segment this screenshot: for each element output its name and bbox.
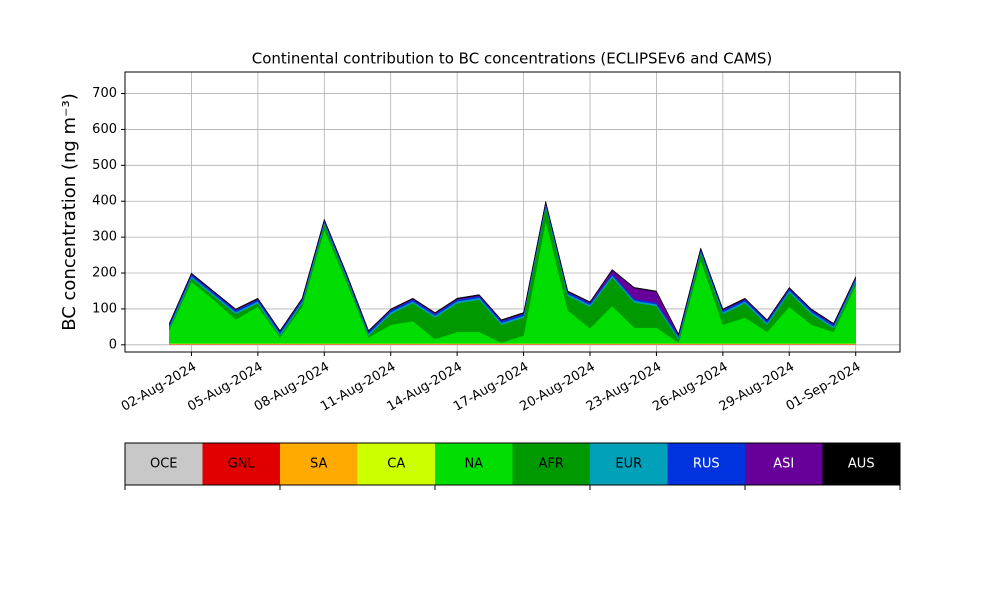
legend-label: CA (387, 457, 405, 472)
y-tick-label: 100 (92, 301, 117, 316)
y-axis-label: BC concentration (ng m⁻³) (59, 93, 80, 331)
legend-label: ASI (773, 457, 794, 472)
legend-label: EUR (615, 457, 642, 472)
legend-label: AFR (539, 457, 564, 472)
y-tick-label: 700 (92, 86, 117, 101)
legend-label: OCE (150, 457, 178, 472)
y-tick-label: 400 (92, 194, 117, 209)
legend: OCE GNL SA CA NA AFR EUR RUS ASI AUS (125, 443, 900, 485)
legend-label: SA (310, 457, 327, 472)
y-tick-label: 200 (92, 266, 117, 281)
legend-label: GNL (228, 457, 256, 472)
legend-label: NA (464, 457, 483, 472)
chart-title: Continental contribution to BC concentra… (252, 50, 773, 68)
legend-label: RUS (693, 457, 720, 472)
y-tick-label: 300 (92, 230, 117, 245)
y-tick-label: 0 (109, 337, 117, 352)
legend-label: AUS (848, 457, 875, 472)
y-tick-label: 600 (92, 122, 117, 137)
y-tick-label: 500 (92, 158, 117, 173)
